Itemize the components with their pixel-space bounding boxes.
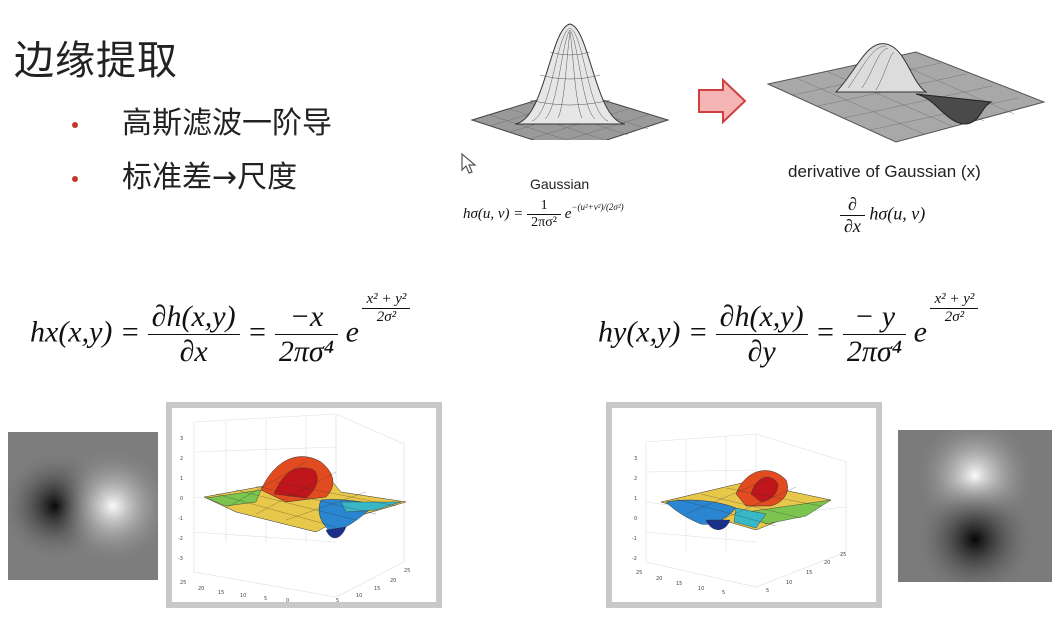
hx-formula-exponent: x² + y² 2σ² xyxy=(362,291,410,326)
right-arrow-icon xyxy=(697,78,747,124)
svg-text:15: 15 xyxy=(218,590,224,596)
derivative-formula-rhs: hσ(u, v) xyxy=(869,204,925,224)
gaussian-formula-lhs: hσ(u, v) = xyxy=(463,206,523,222)
hy-formula-exponent-den: 2σ² xyxy=(930,309,978,326)
slide-title: 边缘提取 xyxy=(14,28,178,86)
svg-text:20: 20 xyxy=(390,578,396,584)
hy-formula-fraction-2: − y 2πσ⁴ xyxy=(843,300,906,369)
svg-text:2: 2 xyxy=(634,476,637,482)
svg-text:15: 15 xyxy=(806,570,812,576)
hx-formula-fraction-1: ∂h(x,y) ∂x xyxy=(148,300,240,369)
bullet-item-2: 标准差→尺度 xyxy=(72,152,297,196)
hy-formula-lhs: hy(x,y) = xyxy=(598,315,708,348)
svg-text:25: 25 xyxy=(404,568,410,574)
hx-formula-fraction-2: −x 2πσ⁴ xyxy=(275,300,338,369)
hy-formula-numerator-1: ∂h(x,y) xyxy=(716,300,808,335)
svg-text:0: 0 xyxy=(286,598,289,604)
derivative-gaussian-surface-plot xyxy=(766,32,1046,152)
svg-text:3: 3 xyxy=(634,456,637,462)
derivative-formula-denominator: ∂x xyxy=(840,216,865,237)
derivative-formula: ∂ ∂x hσ(u, v) xyxy=(840,194,925,237)
gaussian-surface-plot xyxy=(470,20,670,140)
svg-text:-1: -1 xyxy=(632,536,637,542)
hx-formula-numerator-2: −x xyxy=(275,300,338,335)
svg-text:0: 0 xyxy=(634,516,637,522)
hx-formula-denominator-1: ∂x xyxy=(148,335,240,369)
svg-text:10: 10 xyxy=(786,580,792,586)
hx-3d-plot: 3 2 1 0 -1 -2 -3 25 20 15 10 5 0 5 10 15 20 25 xyxy=(166,402,442,608)
gaussian-formula: hσ(u, v) = 1 2πσ² e−(u²+v²)/(2σ²) xyxy=(463,198,624,231)
svg-text:10: 10 xyxy=(356,593,362,599)
svg-text:-1: -1 xyxy=(178,516,183,522)
svg-text:10: 10 xyxy=(698,586,704,592)
svg-text:20: 20 xyxy=(198,586,204,592)
gaussian-caption: Gaussian xyxy=(530,176,589,192)
hy-3d-plot: 3 2 1 0 -1 -2 25 20 15 10 5 5 10 15 20 25 xyxy=(606,402,882,608)
derivative-caption: derivative of Gaussian (x) xyxy=(788,162,981,182)
hx-formula-numerator-1: ∂h(x,y) xyxy=(148,300,240,335)
bullet-dot-icon xyxy=(72,176,78,182)
svg-text:20: 20 xyxy=(824,560,830,566)
gaussian-formula-denominator: 2πσ² xyxy=(527,215,561,231)
hy-formula-fraction-1: ∂h(x,y) ∂y xyxy=(716,300,808,369)
bullet-text-1: 高斯滤波一阶导 xyxy=(122,106,332,141)
svg-text:20: 20 xyxy=(656,576,662,582)
hx-grayscale-image xyxy=(8,432,158,580)
hy-3d-plot-canvas: 3 2 1 0 -1 -2 25 20 15 10 5 5 10 15 20 25 xyxy=(606,402,882,608)
hy-formula: hy(x,y) = ∂h(x,y) ∂y = − y 2πσ⁴ e x² + y… xyxy=(598,300,978,369)
hy-formula-e: e xyxy=(914,315,927,348)
gaussian-formula-exponent: −(u²+v²)/(2σ²) xyxy=(571,202,623,212)
svg-text:15: 15 xyxy=(676,581,682,587)
svg-text:1: 1 xyxy=(180,476,183,482)
hx-formula: hx(x,y) = ∂h(x,y) ∂x = −x 2πσ⁴ e x² + y²… xyxy=(30,300,410,369)
svg-text:5: 5 xyxy=(766,588,769,594)
hx-formula-exponent-den: 2σ² xyxy=(362,309,410,326)
derivative-formula-fraction: ∂ ∂x xyxy=(840,194,865,237)
hy-formula-numerator-2: − y xyxy=(843,300,906,335)
hx-formula-exponent-num: x² + y² xyxy=(362,291,410,309)
hx-formula-denominator-2: 2πσ⁴ xyxy=(275,335,338,369)
hx-formula-equals: = xyxy=(247,315,267,348)
bullet-item-1: 高斯滤波一阶导 xyxy=(72,98,332,142)
svg-text:1: 1 xyxy=(634,496,637,502)
hx-formula-lhs: hx(x,y) = xyxy=(30,315,140,348)
svg-text:-2: -2 xyxy=(178,536,183,542)
hx-formula-e: e xyxy=(346,315,359,348)
derivative-formula-numerator: ∂ xyxy=(840,194,865,216)
gaussian-formula-fraction: 1 2πσ² xyxy=(527,198,561,231)
svg-text:25: 25 xyxy=(636,570,642,576)
gaussian-formula-numerator: 1 xyxy=(527,198,561,215)
svg-text:25: 25 xyxy=(180,580,186,586)
svg-text:10: 10 xyxy=(240,593,246,599)
bullet-text-2: 标准差→尺度 xyxy=(122,160,297,195)
svg-text:0: 0 xyxy=(180,496,183,502)
hy-formula-exponent: x² + y² 2σ² xyxy=(930,291,978,326)
svg-text:15: 15 xyxy=(374,586,380,592)
hy-formula-denominator-1: ∂y xyxy=(716,335,808,369)
svg-text:-2: -2 xyxy=(632,556,637,562)
hy-formula-exponent-num: x² + y² xyxy=(930,291,978,309)
svg-text:5: 5 xyxy=(264,596,267,602)
svg-text:-3: -3 xyxy=(178,556,183,562)
svg-text:3: 3 xyxy=(180,436,183,442)
bullet-dot-icon xyxy=(72,122,78,128)
hx-3d-plot-canvas: 3 2 1 0 -1 -2 -3 25 20 15 10 5 0 5 10 15 20 25 xyxy=(166,402,442,608)
svg-text:25: 25 xyxy=(840,552,846,558)
svg-text:2: 2 xyxy=(180,456,183,462)
hy-formula-equals: = xyxy=(815,315,835,348)
hy-formula-denominator-2: 2πσ⁴ xyxy=(843,335,906,369)
hy-grayscale-image xyxy=(898,430,1052,582)
svg-text:5: 5 xyxy=(722,590,725,596)
mouse-cursor-icon xyxy=(460,152,478,176)
svg-text:5: 5 xyxy=(336,598,339,604)
